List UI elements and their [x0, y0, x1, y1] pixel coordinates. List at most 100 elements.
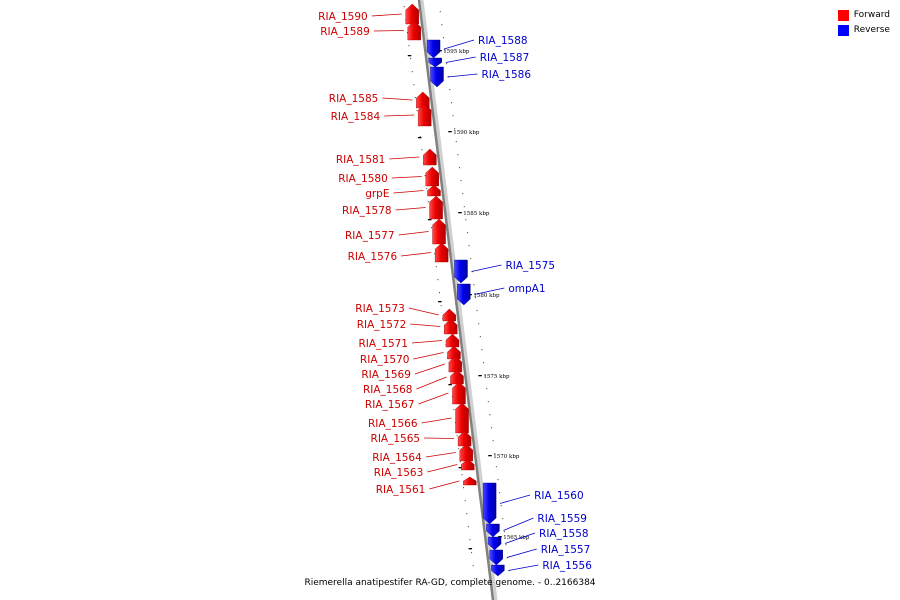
minor-tick [472, 565, 474, 567]
major-tick [438, 301, 442, 303]
kbp-tick-label: 1570 kbp [493, 454, 520, 460]
minor-tick [441, 24, 443, 26]
forward-gene-arrow [434, 242, 449, 263]
reverse-gene: RIA_1588 [426, 35, 528, 59]
genome-axis-shadow [418, 0, 498, 600]
reverse-gene: RIA_1559 [486, 513, 587, 538]
tick-marks [403, 6, 512, 585]
gene-label: RIA_1580 [338, 173, 388, 185]
label-leader [499, 494, 531, 504]
minor-tick [455, 141, 457, 143]
gene-label: RIA_1568 [363, 384, 413, 396]
label-leader [471, 264, 502, 272]
gene-label: RIA_1563 [374, 467, 424, 479]
minor-tick [494, 453, 496, 455]
reverse-gene-arrow [428, 57, 442, 68]
minor-tick [495, 466, 497, 468]
minor-tick [403, 6, 405, 8]
legend-forward-label: Forward [853, 10, 890, 20]
kbp-tick-label: 1565 kbp [503, 535, 530, 541]
reverse-gene: RIA_1560 [482, 482, 584, 525]
minor-tick [459, 461, 461, 463]
minor-tick [475, 297, 477, 299]
gene-label: RIA_1572 [357, 319, 407, 331]
gene-label: RIA_1570 [360, 354, 410, 366]
minor-tick [454, 128, 456, 130]
minor-tick [457, 154, 459, 156]
label-leader [429, 480, 460, 490]
label-leader [424, 437, 455, 439]
forward-gene: RIA_1572 [357, 318, 458, 335]
minor-tick [491, 427, 493, 429]
forward-gene-arrow [416, 91, 430, 109]
forward-gene-arrow [429, 195, 443, 220]
reverse-gene: ompA1 [457, 283, 546, 306]
minor-tick [435, 266, 437, 268]
gene-label: RIA_1586 [481, 69, 531, 81]
forward-gene: RIA_1564 [372, 443, 474, 464]
gene-label: RIA_1578 [342, 205, 392, 217]
minor-tick [413, 84, 415, 86]
reverse-gene-arrow [454, 259, 468, 284]
genome-caption: Riemerella anatipestifer RA-GD, complete… [304, 578, 596, 588]
minor-tick [416, 110, 418, 112]
gene-label: RIA_1566 [368, 418, 418, 430]
label-leader [395, 207, 426, 211]
forward-gene: RIA_1567 [365, 381, 466, 411]
minor-tick [450, 102, 452, 104]
minor-tick [437, 279, 439, 281]
forward-gene: RIA_1584 [331, 103, 432, 127]
minor-tick [481, 349, 483, 351]
minor-tick [473, 284, 475, 286]
minor-tick [484, 375, 486, 377]
minor-tick [427, 201, 429, 203]
forward-gene-arrow [442, 308, 457, 322]
minor-tick [463, 487, 465, 489]
minor-tick [462, 193, 464, 195]
reverse-gene-arrow [430, 66, 444, 88]
minor-tick [414, 97, 416, 99]
forward-gene: RIA_1580 [338, 166, 439, 187]
label-leader [443, 39, 475, 50]
minor-tick [440, 305, 442, 307]
label-leader [418, 392, 449, 405]
major-tick [488, 455, 492, 457]
label-leader [410, 323, 441, 327]
label-leader [416, 376, 447, 390]
minor-tick [442, 37, 444, 39]
label-leader [398, 231, 429, 236]
gene-label: RIA_1589 [320, 26, 370, 38]
forward-gene-arrow [455, 402, 469, 434]
label-leader [508, 564, 539, 571]
gene-label: RIA_1558 [539, 528, 589, 540]
label-leader [384, 114, 415, 117]
minor-tick [468, 245, 470, 247]
label-leader [503, 517, 534, 531]
label-leader [504, 532, 536, 544]
gene-label: RIA_1575 [505, 260, 555, 272]
reverse-gene: RIA_1556 [491, 560, 592, 577]
gene-label: RIA_1557 [541, 544, 591, 556]
major-tick [468, 548, 473, 550]
forward-gene-arrow [452, 381, 466, 405]
gene-label: RIA_1576 [348, 251, 398, 263]
forward-gene-arrow [448, 355, 463, 373]
forward-gene-arrow [423, 148, 437, 166]
label-leader [413, 352, 444, 360]
gene-label: RIA_1587 [480, 52, 530, 64]
forward-gene-arrow [450, 369, 464, 385]
minor-tick [458, 448, 460, 450]
minor-tick [489, 414, 491, 416]
minor-tick [461, 474, 463, 476]
label-leader [411, 340, 443, 344]
reverse-gene-arrow [426, 39, 441, 59]
label-leader [427, 464, 458, 473]
forward-gene-arrow [425, 166, 439, 187]
reverse-gene: RIA_1575 [454, 259, 555, 284]
reverse-gene-arrow [482, 482, 497, 525]
gene-label: RIA_1577 [345, 230, 395, 242]
forward-gene: RIA_1571 [358, 333, 460, 350]
minor-tick [460, 180, 462, 182]
label-leader [445, 56, 476, 63]
